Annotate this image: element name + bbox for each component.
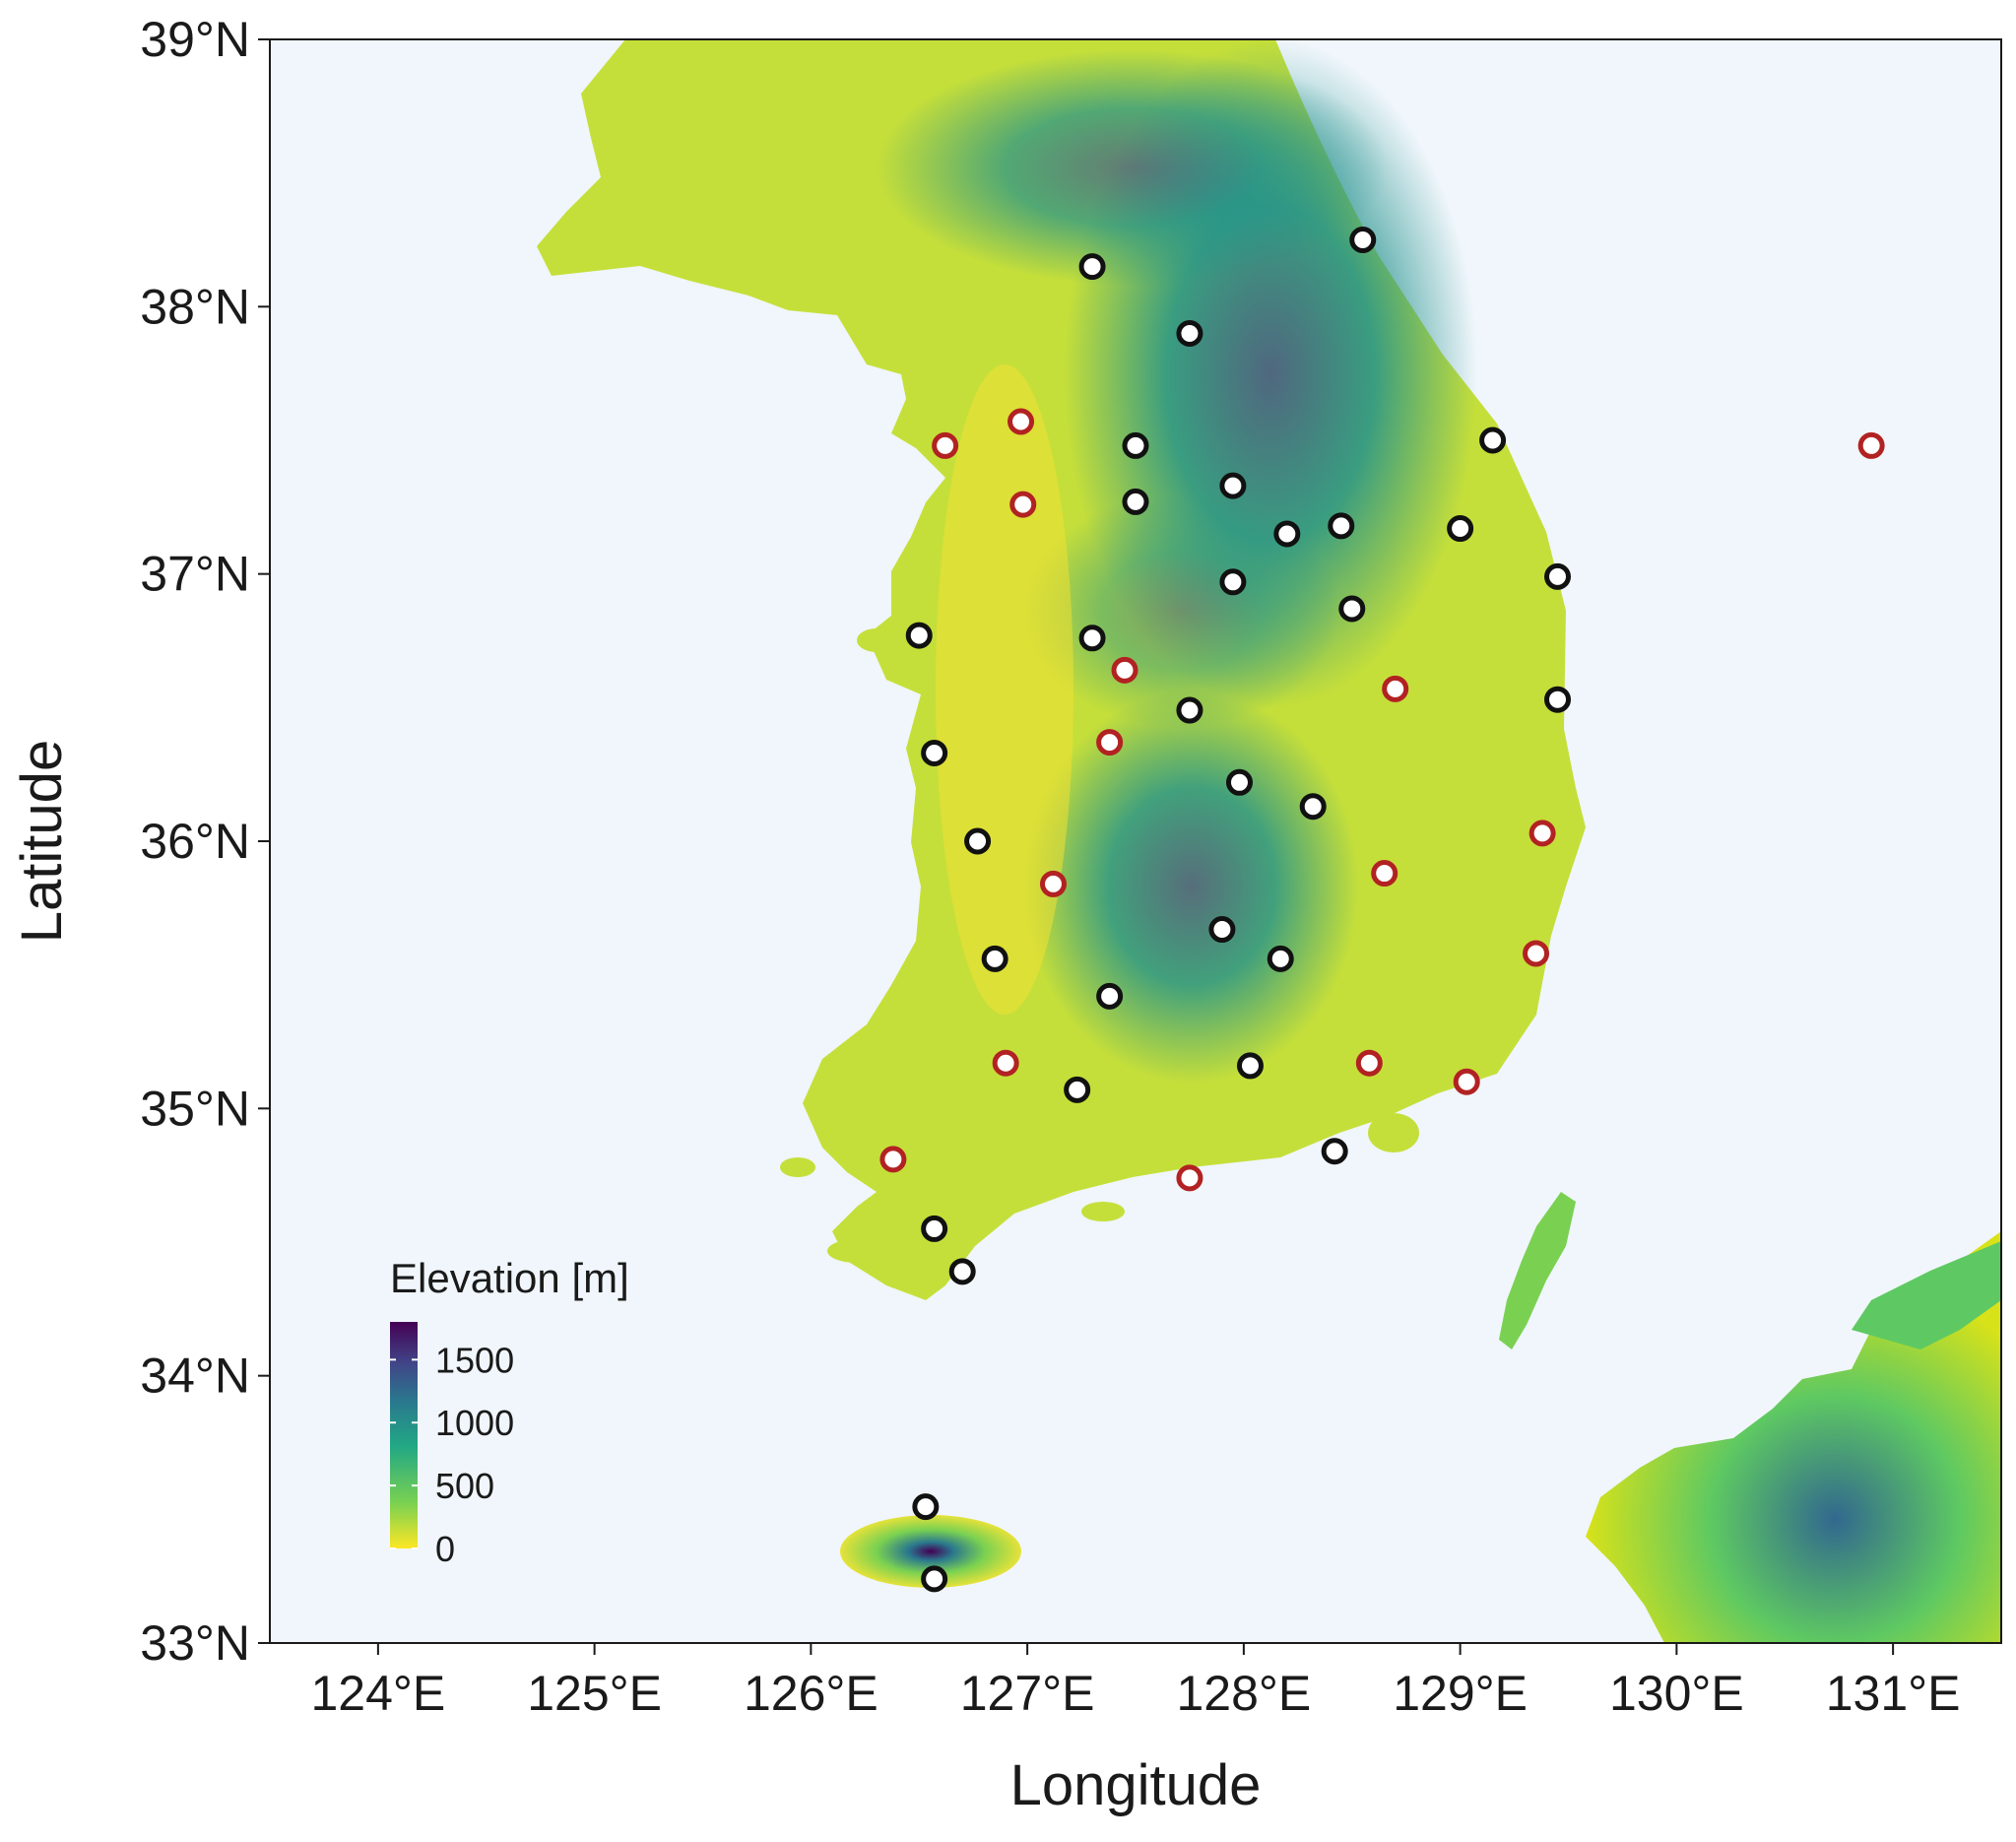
black-station-marker — [1219, 568, 1247, 596]
legend-tick-label: 0 — [435, 1529, 455, 1569]
black-station-marker — [1122, 431, 1149, 459]
red-station-marker — [1008, 408, 1035, 435]
south-island — [1081, 1202, 1125, 1221]
red-station-marker — [1039, 870, 1067, 897]
x-tick-label: 125°E — [527, 1666, 662, 1721]
black-station-marker — [1479, 427, 1507, 454]
southwest-island — [780, 1157, 815, 1177]
japan-land-north — [1852, 1241, 2001, 1349]
black-station-marker — [921, 739, 948, 766]
geoje-island — [1368, 1113, 1419, 1152]
y-tick-label: 36°N — [140, 814, 250, 869]
red-station-marker — [1009, 491, 1037, 518]
black-station-marker — [1078, 625, 1106, 652]
black-station-marker — [1447, 515, 1474, 543]
legend-ticks: 0 500 1000 1500 — [390, 1340, 514, 1569]
red-station-marker — [1176, 1164, 1203, 1192]
y-tick-label: 39°N — [140, 12, 250, 67]
red-station-marker — [1453, 1068, 1480, 1095]
legend-tick-label: 500 — [435, 1466, 494, 1506]
central-hills — [1024, 493, 1339, 729]
red-station-marker — [879, 1146, 907, 1173]
x-tick-label: 129°E — [1393, 1666, 1528, 1721]
black-station-marker — [1328, 512, 1355, 540]
tsushima-island — [1499, 1192, 1576, 1349]
black-station-marker — [1273, 520, 1301, 548]
black-station-marker — [1176, 696, 1203, 724]
black-station-marker — [1267, 945, 1294, 972]
elevation-legend: Elevation [m] 0 500 1000 1500 — [390, 1255, 629, 1569]
y-axis-title: Latitude — [10, 740, 74, 943]
black-station-marker — [981, 945, 1008, 972]
black-station-marker — [1064, 1076, 1091, 1103]
black-station-marker — [905, 622, 933, 649]
y-tick-label: 34°N — [140, 1349, 250, 1404]
red-station-marker — [1857, 431, 1885, 459]
x-tick-label: 130°E — [1609, 1666, 1744, 1721]
black-station-marker — [1176, 319, 1203, 347]
legend-title: Elevation [m] — [390, 1255, 629, 1301]
black-station-marker — [1096, 982, 1124, 1010]
elevation-raster — [537, 39, 2001, 1643]
x-axis-title: Longitude — [1010, 1753, 1262, 1817]
red-station-marker — [1355, 1049, 1383, 1077]
black-station-marker — [1299, 793, 1327, 821]
black-station-marker — [1544, 686, 1572, 713]
jeju-island — [840, 1515, 1021, 1588]
x-tick-label: 126°E — [744, 1666, 878, 1721]
red-station-marker — [1111, 656, 1138, 684]
x-tick-label: 131°E — [1826, 1666, 1961, 1721]
y-tick-label: 35°N — [140, 1081, 250, 1136]
black-station-marker — [1225, 768, 1253, 796]
black-station-marker — [1321, 1138, 1348, 1165]
red-station-marker — [992, 1049, 1019, 1077]
red-station-marker — [1371, 860, 1398, 888]
black-station-marker — [1349, 227, 1377, 253]
black-station-marker — [1544, 562, 1572, 590]
sobaek-highlands — [1024, 690, 1359, 1084]
black-station-marker — [1078, 253, 1106, 281]
y-tick-label: 33°N — [140, 1615, 250, 1671]
black-station-marker — [921, 1215, 948, 1242]
black-station-marker — [1122, 488, 1149, 515]
black-station-marker — [1236, 1052, 1264, 1080]
station-markers — [879, 227, 1885, 1593]
y-tick-label: 38°N — [140, 279, 250, 334]
black-station-marker — [948, 1258, 976, 1285]
x-tick-label: 127°E — [960, 1666, 1095, 1721]
black-station-marker — [912, 1493, 940, 1521]
northern-highlands — [877, 49, 1389, 286]
legend-colorbar — [390, 1322, 418, 1548]
x-tick-label: 124°E — [310, 1666, 445, 1721]
black-station-marker — [1338, 595, 1366, 623]
red-station-marker — [1096, 729, 1124, 757]
red-station-marker — [932, 431, 959, 459]
y-axis: 33°N 34°N 35°N 36°N 37°N 38°N 39°N — [140, 12, 270, 1671]
red-station-marker — [1523, 940, 1550, 967]
black-station-marker — [921, 1565, 948, 1593]
y-tick-label: 37°N — [140, 547, 250, 602]
western-lowland — [936, 364, 1073, 1015]
red-station-marker — [1528, 820, 1556, 847]
west-island — [857, 628, 896, 652]
legend-tick-label: 1500 — [435, 1340, 514, 1380]
black-station-marker — [1219, 472, 1247, 499]
black-station-marker — [964, 827, 992, 855]
x-tick-label: 128°E — [1176, 1666, 1311, 1721]
x-axis: 124°E 125°E 126°E 127°E 128°E 129°E 130°E 131°E — [310, 1643, 1961, 1721]
black-station-marker — [1208, 916, 1236, 944]
southwest-island — [827, 1239, 886, 1263]
red-station-marker — [1382, 675, 1409, 702]
legend-tick-label: 1000 — [435, 1403, 514, 1443]
